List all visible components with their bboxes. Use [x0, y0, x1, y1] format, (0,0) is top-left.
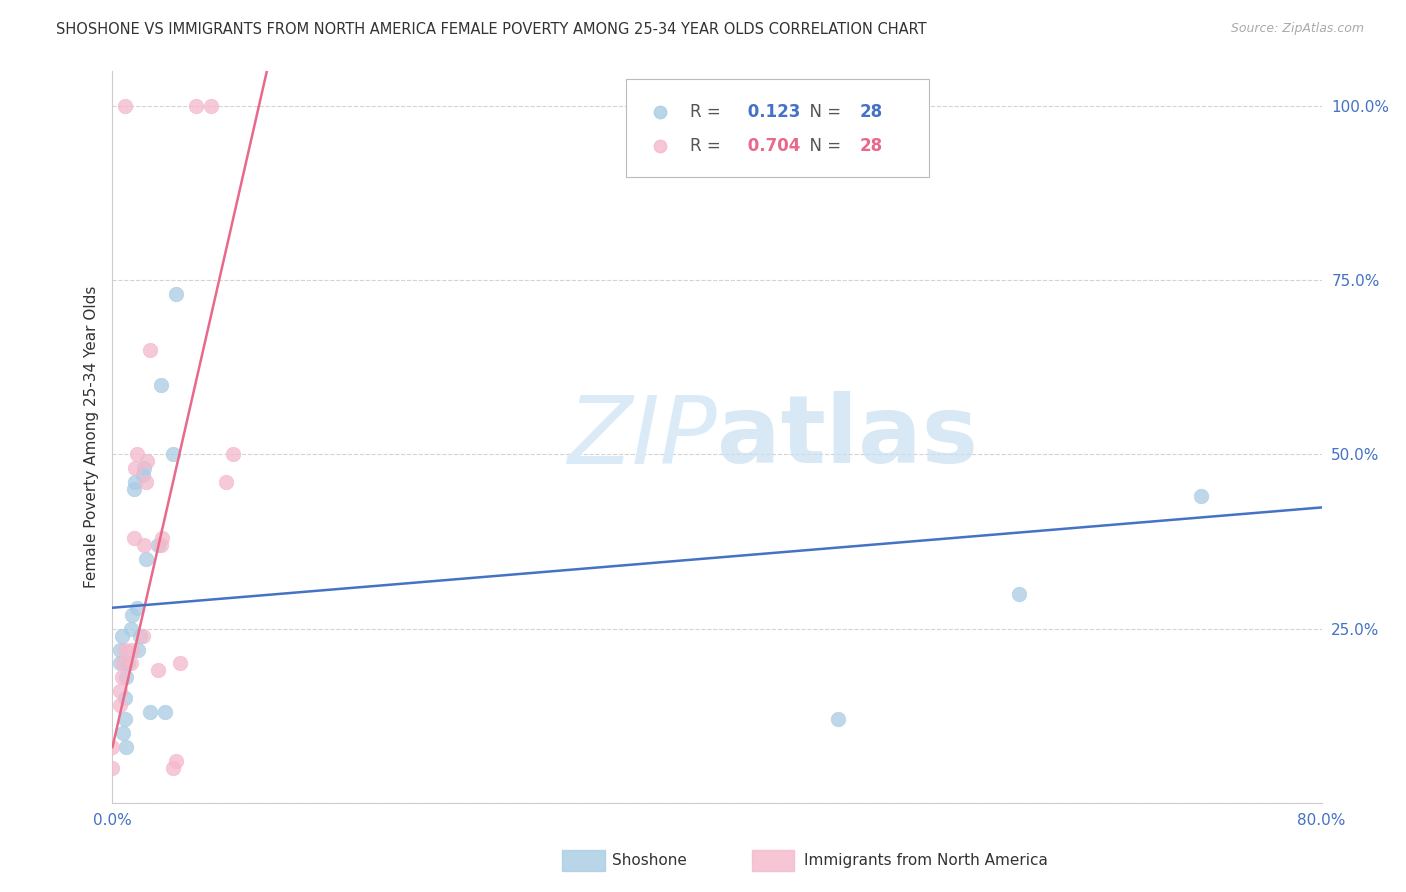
Point: [162, 448, 184, 462]
Point: [117, 657, 139, 671]
Text: 0.123: 0.123: [742, 103, 801, 120]
Point: [169, 657, 191, 671]
Point: [135, 552, 157, 566]
Point: [134, 538, 156, 552]
Point: [112, 726, 135, 740]
Point: [108, 684, 131, 698]
Text: Shoshone: Shoshone: [612, 854, 686, 868]
Text: N =: N =: [799, 137, 846, 155]
Point: [115, 740, 138, 755]
Point: [128, 629, 150, 643]
Point: [155, 705, 177, 719]
Point: [132, 629, 155, 643]
Point: [149, 538, 172, 552]
Point: [114, 712, 136, 726]
Point: [135, 475, 157, 490]
Point: [149, 377, 172, 392]
Point: [165, 754, 187, 768]
Point: [114, 691, 136, 706]
Point: [124, 475, 146, 490]
Point: [108, 698, 131, 713]
Point: [121, 607, 143, 622]
Text: Source: ZipAtlas.com: Source: ZipAtlas.com: [1230, 22, 1364, 36]
Point: [122, 531, 145, 545]
Point: [120, 622, 142, 636]
Point: [827, 712, 849, 726]
Point: [132, 468, 155, 483]
Text: ZIP: ZIP: [568, 392, 717, 483]
Point: [165, 287, 187, 301]
Point: [110, 670, 132, 684]
Text: R =: R =: [690, 103, 727, 120]
Point: [110, 629, 132, 643]
Point: [146, 538, 169, 552]
Point: [222, 448, 245, 462]
Point: [127, 642, 149, 657]
Point: [108, 657, 131, 671]
Point: [101, 740, 124, 755]
Point: [162, 761, 184, 775]
Point: [184, 99, 207, 113]
Point: [101, 761, 124, 775]
Text: N =: N =: [799, 103, 846, 120]
FancyBboxPatch shape: [626, 78, 929, 178]
Text: R =: R =: [690, 137, 727, 155]
Point: [146, 664, 169, 678]
Text: SHOSHONE VS IMMIGRANTS FROM NORTH AMERICA FEMALE POVERTY AMONG 25-34 YEAR OLDS C: SHOSHONE VS IMMIGRANTS FROM NORTH AMERIC…: [56, 22, 927, 37]
Point: [200, 99, 222, 113]
Point: [1008, 587, 1031, 601]
Text: 0.704: 0.704: [742, 137, 801, 155]
Point: [125, 600, 148, 615]
Text: 28: 28: [859, 137, 883, 155]
Point: [114, 99, 136, 113]
Text: atlas: atlas: [717, 391, 979, 483]
Point: [122, 483, 145, 497]
Text: Immigrants from North America: Immigrants from North America: [804, 854, 1047, 868]
Point: [112, 657, 135, 671]
Point: [108, 642, 131, 657]
Point: [120, 657, 142, 671]
Point: [134, 461, 156, 475]
Point: [125, 448, 148, 462]
Y-axis label: Female Poverty Among 25-34 Year Olds: Female Poverty Among 25-34 Year Olds: [83, 286, 98, 588]
Point: [115, 670, 138, 684]
Point: [136, 454, 159, 468]
Point: [1189, 489, 1212, 503]
Text: 28: 28: [859, 103, 883, 120]
Point: [114, 642, 136, 657]
Point: [124, 461, 146, 475]
Point: [121, 642, 143, 657]
Point: [150, 531, 173, 545]
Point: [139, 705, 162, 719]
Point: [139, 343, 162, 357]
Point: [215, 475, 238, 490]
